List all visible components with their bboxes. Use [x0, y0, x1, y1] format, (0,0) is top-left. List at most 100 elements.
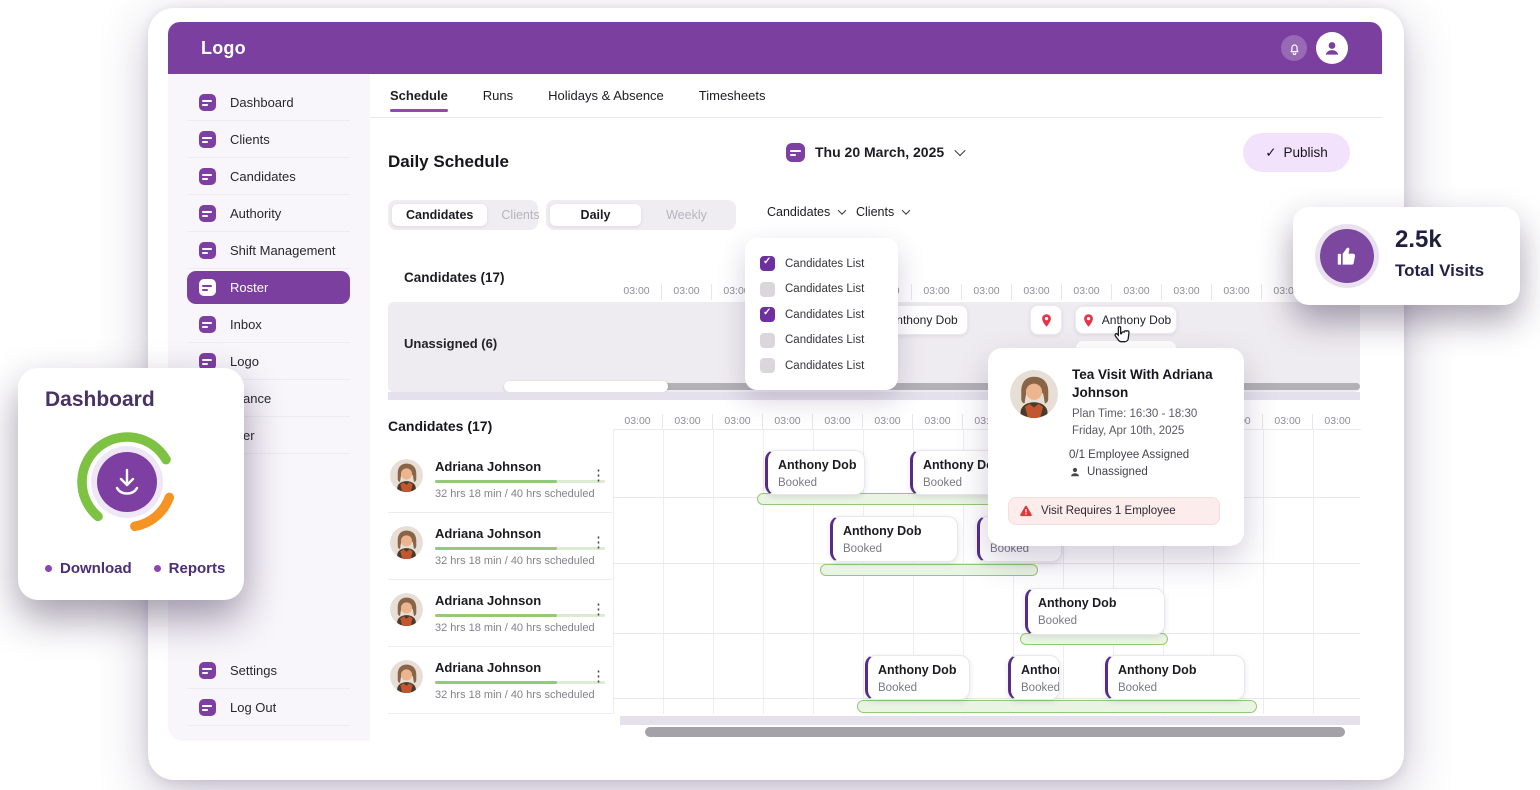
- total-visits-card: 2.5k Total Visits: [1293, 207, 1520, 305]
- time-label: 03:00: [1012, 284, 1062, 300]
- booking-name: Anthony Dob: [1021, 663, 1059, 677]
- timeline-section-title: Candidates (17): [404, 270, 505, 285]
- booking-card[interactable]: Anthony Dob Booked: [1025, 588, 1165, 635]
- period-toggle-option[interactable]: Weekly: [666, 208, 707, 222]
- grid-scrollbar-thumb[interactable]: [645, 727, 1345, 737]
- download-icon: [115, 468, 139, 495]
- candidate-hours: 32 hrs 18 min / 40 hrs scheduled: [435, 689, 595, 701]
- sidebar-footer-item[interactable]: Log Out: [187, 689, 350, 726]
- chevron-down-icon: [901, 206, 911, 215]
- row-menu-button[interactable]: ⋮: [591, 467, 606, 484]
- dropdown-option[interactable]: Candidates List: [760, 277, 898, 303]
- unassigned-visit-card-hovered[interactable]: Anthony Dob: [1075, 306, 1177, 334]
- legend-label: Download: [60, 560, 132, 577]
- clients-filter-dropdown[interactable]: Clients: [856, 205, 911, 219]
- sidebar-item[interactable]: Shift Management: [187, 232, 350, 269]
- date-picker[interactable]: Thu 20 March, 2025: [786, 137, 966, 167]
- dropdown-option[interactable]: Candidates List: [760, 328, 898, 354]
- booking-status: Booked: [1118, 682, 1158, 694]
- user-avatar-button[interactable]: [1316, 32, 1348, 64]
- legend-item[interactable]: Reports: [153, 560, 225, 577]
- page-title: Daily Schedule: [388, 152, 509, 172]
- availability-bar: [857, 700, 1257, 713]
- sidebar-item[interactable]: Authority: [187, 195, 350, 232]
- visit-warning-banner: Visit Requires 1 Employee: [1008, 497, 1220, 525]
- candidate-row[interactable]: Adriana Johnson 32 hrs 18 min / 40 hrs s…: [388, 446, 612, 513]
- dropdown-option[interactable]: Candidates List: [760, 251, 898, 277]
- candidates-dropdown-panel: Candidates List Candidates List Candidat…: [745, 238, 898, 390]
- sidebar-footer-item[interactable]: Settings: [187, 652, 350, 689]
- entity-toggle-option[interactable]: Clients: [501, 208, 540, 222]
- legend-item[interactable]: Download: [45, 560, 132, 577]
- dropdown-option-label: Candidates List: [785, 359, 865, 372]
- checkbox[interactable]: [760, 307, 775, 323]
- candidate-name: Adriana Johnson: [435, 526, 542, 541]
- legend-dot-icon: [153, 565, 161, 572]
- sidebar-item[interactable]: Clients: [187, 121, 350, 158]
- visit-date: Friday, Apr 10th, 2025: [1072, 425, 1185, 437]
- time-label: 03:00: [863, 414, 913, 429]
- unassigned-scrollbar-track[interactable]: [504, 383, 1360, 390]
- user-icon: [1325, 42, 1339, 55]
- candidate-hours: 32 hrs 18 min / 40 hrs scheduled: [435, 555, 595, 567]
- checkbox[interactable]: [760, 281, 775, 297]
- candidate-row[interactable]: Adriana Johnson 32 hrs 18 min / 40 hrs s…: [388, 580, 612, 647]
- check-icon: ✓: [1265, 144, 1277, 160]
- row-menu-button[interactable]: ⋮: [591, 601, 606, 618]
- candidate-name: Adriana Johnson: [435, 660, 542, 675]
- checkbox[interactable]: [760, 358, 775, 374]
- tab[interactable]: Holidays & Absence: [548, 88, 664, 103]
- grid-scrollbar-track[interactable]: [620, 716, 1360, 725]
- booking-card[interactable]: Anthony Dob Booked: [830, 516, 958, 562]
- legend-dot-icon: [45, 565, 52, 572]
- total-visits-label: Total Visits: [1395, 261, 1485, 280]
- checkbox[interactable]: [760, 256, 775, 272]
- sidebar-item[interactable]: Dashboard: [187, 84, 350, 121]
- booking-name: Anthony Dob: [1038, 596, 1117, 610]
- notifications-button[interactable]: [1281, 35, 1307, 61]
- sidebar-item-label: ance: [243, 390, 272, 406]
- grid-time-header: 03:00 03:00 03:00 03:00 03:00 03:00 03:00 03:00…: [613, 414, 1361, 430]
- calendar-icon: [199, 167, 216, 185]
- entity-toggle-option[interactable]: Candidates: [392, 204, 488, 226]
- row-menu-button[interactable]: ⋮: [591, 534, 606, 551]
- sidebar-item[interactable]: Roster: [187, 271, 350, 304]
- unassigned-scrollbar-thumb[interactable]: [504, 381, 668, 392]
- candidate-row[interactable]: Adriana Johnson 32 hrs 18 min / 40 hrs s…: [388, 513, 612, 580]
- tab[interactable]: Timesheets: [698, 88, 766, 103]
- time-label: 03:00: [962, 284, 1012, 300]
- sidebar-item[interactable]: Inbox: [187, 306, 350, 343]
- checkbox[interactable]: [760, 332, 775, 348]
- time-label: 03:00: [763, 414, 813, 429]
- dropdown-option-label: Candidates List: [785, 334, 865, 347]
- time-label: 03:00: [713, 414, 763, 429]
- booking-card[interactable]: Anthony Dob Booked: [765, 450, 865, 495]
- sidebar-item[interactable]: Logo: [187, 343, 350, 380]
- candidate-row[interactable]: Adriana Johnson 32 hrs 18 min / 40 hrs s…: [388, 647, 612, 714]
- sidebar-item[interactable]: Candidates: [187, 158, 350, 195]
- booking-name: Anthony Dob: [1118, 663, 1197, 677]
- timeline-time-header: 03:00 03:00 03:00 03:00 03:00 03:00 03:00 03:00…: [612, 284, 1362, 300]
- period-toggle-option[interactable]: Daily: [550, 204, 641, 226]
- visit-details-popover: Tea Visit With Adriana Johnson Plan Time…: [988, 348, 1244, 546]
- hours-progress-bar: [435, 480, 605, 483]
- time-label: 03:00: [1313, 414, 1361, 429]
- booking-card[interactable]: Anthony Dob Booked: [865, 655, 970, 700]
- location-pin-icon: [1041, 313, 1051, 327]
- time-label: 03:00: [813, 414, 863, 429]
- booking-status: Booked: [990, 543, 1030, 555]
- dropdown-option[interactable]: Candidates List: [760, 353, 898, 379]
- candidates-filter-dropdown[interactable]: Candidates: [767, 205, 847, 219]
- row-menu-button[interactable]: ⋮: [591, 668, 606, 685]
- dropdown-option[interactable]: Candidates List: [760, 302, 898, 328]
- sidebar-item-label: Clients: [230, 131, 270, 147]
- booking-card[interactable]: Anthony Dob Booked: [1008, 655, 1060, 700]
- publish-button[interactable]: ✓ Publish: [1243, 133, 1350, 172]
- tab[interactable]: Schedule: [390, 74, 448, 117]
- tab[interactable]: Runs: [482, 88, 514, 103]
- grid-row-line: [613, 563, 1360, 564]
- visit-title: Tea Visit With Adriana Johnson: [1072, 367, 1213, 400]
- client-avatar: [1010, 370, 1058, 418]
- booking-card[interactable]: Anthony Dob Booked: [1105, 655, 1245, 700]
- unassigned-pin-card[interactable]: [1030, 305, 1062, 335]
